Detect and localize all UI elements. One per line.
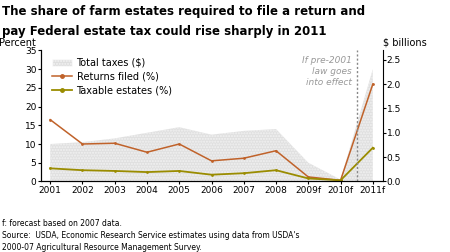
- Text: f: forecast based on 2007 data.
Source:  USDA, Economic Research Service estimat: f: forecast based on 2007 data. Source: …: [2, 219, 300, 252]
- Text: pay Federal estate tax could rise sharply in 2011: pay Federal estate tax could rise sharpl…: [2, 25, 327, 38]
- Text: Percent: Percent: [0, 38, 36, 48]
- Legend: Total taxes ($), Returns filed (%), Taxable estates (%): Total taxes ($), Returns filed (%), Taxa…: [52, 58, 172, 96]
- Text: If pre-2001
law goes
into effect: If pre-2001 law goes into effect: [302, 56, 352, 87]
- Text: The share of farm estates required to file a return and: The share of farm estates required to fi…: [2, 5, 365, 18]
- Text: $ billions: $ billions: [383, 38, 427, 48]
